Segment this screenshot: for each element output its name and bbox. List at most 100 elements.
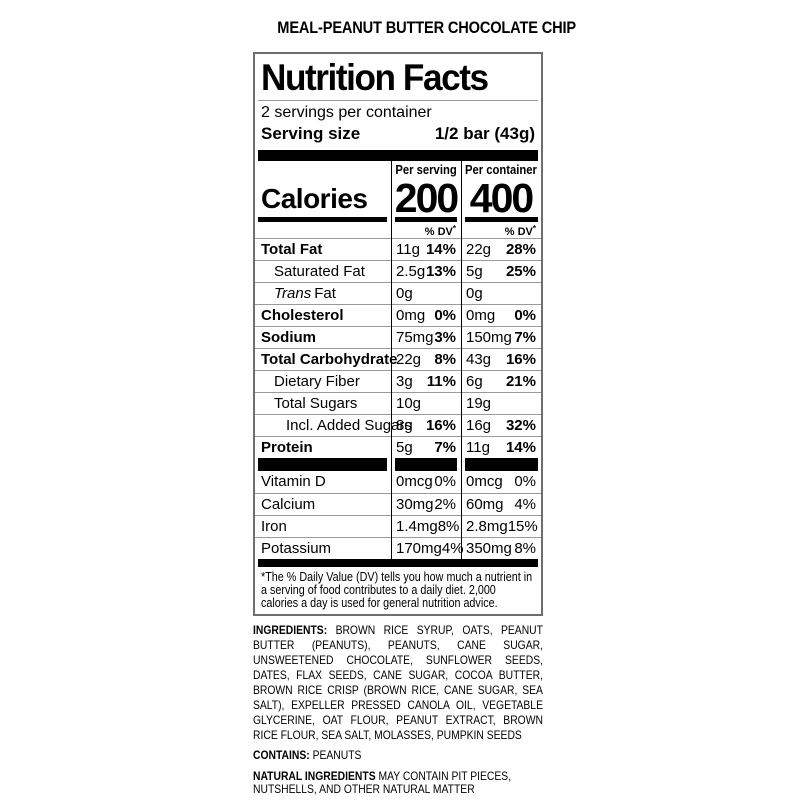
dv-percent: 13% (425, 263, 456, 280)
nutrient-label: Incl. Added Sugars (286, 417, 412, 434)
columned-section: Per serving Per container Calories 200 4… (255, 161, 541, 559)
per-container-header: Per container (461, 163, 541, 178)
amount: 2.8mg (466, 518, 508, 535)
per-serving-values: 30mg 2% (391, 494, 461, 515)
amount: 11g (466, 439, 490, 456)
vitamin-row-iron: Iron 1.4mg 8% 2.8mg 15% (255, 515, 541, 537)
nutrient-row-cholesterol: Cholesterol 0mg 0% 0mg 0% (255, 304, 541, 326)
nutrient-label: Calcium (261, 496, 316, 513)
amount: 0mcg (466, 473, 503, 490)
calories-per-serving-value: 200 (394, 175, 459, 221)
footnote: *The % Daily Value (DV) tells you how mu… (255, 567, 541, 614)
per-container-values: 22g 28% (461, 239, 541, 260)
per-container-values: 0mcg 0% (461, 471, 541, 493)
per-container-values: 150mg 7% (461, 327, 541, 348)
calories-per-container-value: 400 (469, 175, 534, 221)
nutrient-row-sodium: Sodium 75mg 3% 150mg 7% (255, 326, 541, 348)
amount: 5g (396, 439, 413, 456)
amount: 1.4mg (396, 518, 438, 535)
nutrient-label: Total Fat (261, 241, 323, 258)
per-serving-values: 0mg 0% (391, 305, 461, 326)
ingredients-list: BROWN RICE SYRUP, OATS, PEANUT BUTTER (P… (253, 623, 543, 743)
product-title: MEAL-PEANUT BUTTER CHOCOLATE CHIP (253, 18, 576, 40)
column-headers: Per serving Per container (255, 161, 541, 178)
amount: 60mg (466, 496, 504, 513)
separator-segment (465, 458, 538, 471)
thick-separator-top (258, 150, 538, 161)
amount: 22g (466, 241, 492, 258)
per-container-values: 43g 16% (461, 349, 541, 370)
dv-percent: 16% (505, 351, 536, 368)
separator-segment (395, 458, 457, 471)
dv-percent: 3% (434, 329, 456, 346)
panel-title-text: Nutrition Facts (261, 57, 489, 98)
dv-percent: 11% (426, 373, 456, 390)
nutrient-label: Saturated Fat (274, 263, 365, 280)
vitamin-row-vitamin-d: Vitamin D 0mcg 0% 0mcg 0% (255, 471, 541, 493)
dv-percent: 8% (437, 518, 460, 535)
separator-segment (258, 458, 387, 471)
amount: 0mcg (396, 473, 433, 490)
medium-separator-bars (255, 217, 541, 222)
daily-value-header-row: % DV* % DV* (255, 222, 541, 238)
dv-header-text: % DV (424, 226, 453, 238)
footnote-text: *The % Daily Value (DV) tells you how mu… (261, 570, 533, 610)
contains-text: CONTAINS: PEANUTS (253, 749, 543, 763)
per-serving-values: 11g 14% (391, 239, 461, 260)
dv-percent: 14% (425, 241, 456, 258)
serving-size-label: Serving size (261, 124, 361, 143)
natural-ingredients-text: NATURAL INGREDIENTS MAY CONTAIN PIT PIEC… (253, 769, 543, 797)
per-serving-values: 170mg 4% (391, 538, 464, 559)
per-container-values: 350mg 8% (461, 538, 541, 559)
nutrient-label: Trans Fat (255, 283, 391, 304)
amount: 11g (396, 241, 420, 258)
nutrient-label: Protein (261, 439, 313, 456)
nutrient-label: Vitamin D (261, 473, 326, 490)
per-serving-header: Per serving (391, 163, 461, 178)
per-container-values: 60mg 4% (461, 494, 541, 515)
dv-header-per-serving: % DV* (391, 222, 461, 240)
nutrient-label: Sodium (261, 329, 316, 346)
per-serving-values: 5g 7% (391, 437, 461, 458)
nutrient-label: Total Sugars (274, 395, 358, 412)
amount: 0mg (396, 307, 426, 324)
per-container-values: 19g (461, 393, 541, 414)
dv-percent: 25% (505, 263, 536, 280)
ingredients-section: INGREDIENTS: BROWN RICE SYRUP, OATS, PEA… (253, 623, 543, 743)
ingredients-label: INGREDIENTS: (253, 623, 328, 638)
dv-asterisk: * (532, 224, 536, 233)
dv-percent: 2% (434, 496, 456, 513)
panel-title: Nutrition Facts (255, 54, 541, 100)
per-serving-values: 22g 8% (391, 349, 461, 370)
serving-size-row: Serving size 1/2 bar (43g) (255, 123, 541, 150)
column-divider-1 (391, 161, 392, 559)
trans-rest: Fat (314, 285, 336, 302)
nutrient-label: Potassium (261, 540, 332, 557)
dv-percent: 0% (434, 307, 456, 324)
contains-value: PEANUTS (312, 748, 362, 763)
dv-percent: 15% (507, 518, 538, 535)
amount: 350mg (466, 540, 512, 557)
dv-percent: 4% (514, 496, 536, 513)
vitamin-row-potassium: Potassium 170mg 4% 350mg 8% (255, 537, 541, 559)
amount: 3g (396, 373, 413, 390)
natural-ingredients-section: NATURAL INGREDIENTS MAY CONTAIN PIT PIEC… (253, 769, 543, 797)
separator-segment (395, 217, 457, 222)
per-serving-values: 8g 16% (391, 415, 461, 436)
separator-segment (258, 217, 387, 222)
contains-section: CONTAINS: PEANUTS (253, 749, 543, 763)
per-container-values: 0g (461, 283, 541, 304)
amount: 19g (466, 395, 492, 412)
per-serving-values: 1.4mg 8% (391, 516, 461, 537)
nutrient-label: Iron (261, 518, 287, 535)
servings-per-container: 2 servings per container (261, 104, 432, 121)
dv-header-text: % DV (504, 226, 533, 238)
amount: 0g (396, 285, 413, 302)
amount: 75mg (396, 329, 434, 346)
dv-percent: 14% (505, 439, 536, 456)
nutrition-facts-panel: Nutrition Facts 2 servings per container… (253, 52, 543, 617)
amount: 30mg (396, 496, 434, 513)
amount: 16g (466, 417, 492, 434)
per-container-values: 16g 32% (461, 415, 541, 436)
per-serving-values: 0mcg 0% (391, 471, 461, 493)
